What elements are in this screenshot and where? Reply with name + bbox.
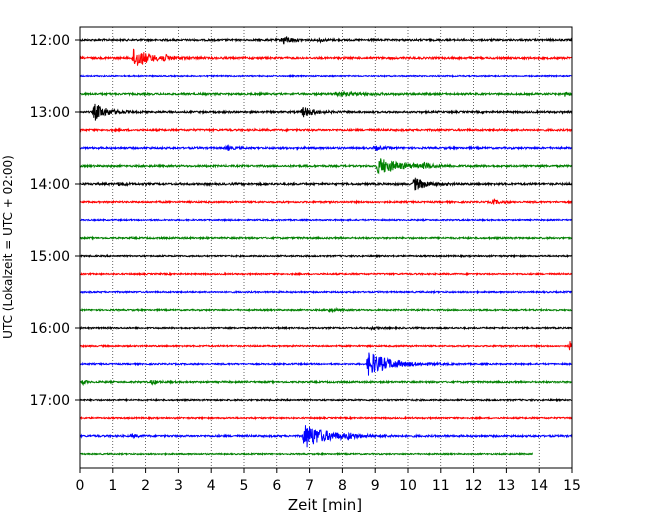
trace-1545 <box>79 306 573 314</box>
trace-1500 <box>80 253 573 259</box>
y-tick-label: 12:00 <box>30 33 70 49</box>
x-tick-label: 14 <box>530 478 548 494</box>
x-tick-label: 10 <box>399 478 417 494</box>
trace-1415 <box>79 197 573 205</box>
y-tick-label: 13:00 <box>30 105 70 121</box>
trace-1230 <box>79 74 573 79</box>
x-tick-label: 3 <box>174 478 183 494</box>
x-tick-label: 2 <box>141 478 150 494</box>
x-tick-label: 0 <box>76 478 85 494</box>
trace-1715 <box>79 415 573 421</box>
trace-1700 <box>79 397 573 403</box>
trace-1445 <box>79 235 573 241</box>
y-tick-label: 15:00 <box>30 249 70 265</box>
x-tick-label: 11 <box>432 478 450 494</box>
trace-1345 <box>79 158 573 175</box>
trace-1515 <box>79 271 573 277</box>
x-tick-label: 12 <box>465 478 483 494</box>
x-tick-label: 1 <box>108 478 117 494</box>
seismic-traces <box>79 36 573 457</box>
trace-1245 <box>79 90 573 98</box>
y-tick-label: 16:00 <box>30 321 70 337</box>
y-tick-label: 14:00 <box>30 177 70 193</box>
trace-1400 <box>79 177 573 191</box>
trace-1300 <box>79 103 573 121</box>
trace-1630 <box>79 352 573 376</box>
x-tick-label: 6 <box>272 478 281 494</box>
y-axis-label: UTC (Lokalzeit = UTC + 02:00) <box>1 155 15 339</box>
x-tick-label: 5 <box>240 478 249 494</box>
y-tick-label: 17:00 <box>30 393 70 409</box>
trace-1745 <box>79 451 534 457</box>
trace-1730 <box>79 425 573 448</box>
x-tick-label: 13 <box>497 478 515 494</box>
x-axis-label: Zeit [min] <box>288 496 362 514</box>
x-tick-label: 8 <box>338 478 347 494</box>
trace-1430 <box>79 217 573 223</box>
trace-1330 <box>79 144 573 152</box>
trace-1215 <box>79 48 573 66</box>
x-axis-ticks: 0 1 2 3 4 5 6 7 8 9 10 11 12 13 14 15 <box>76 468 581 494</box>
plot-frame <box>79 26 573 469</box>
trace-1615 <box>79 341 573 351</box>
trace-1645 <box>79 379 573 386</box>
trace-1200 <box>79 36 573 45</box>
trace-1530 <box>79 289 573 295</box>
x-tick-label: 9 <box>371 478 380 494</box>
y-axis-ticks: 12:00 13:00 14:00 15:00 16:00 17:00 <box>30 33 80 409</box>
x-tick-label: 4 <box>207 478 216 494</box>
trace-1315 <box>79 127 572 133</box>
trace-1600 <box>79 325 573 331</box>
x-tick-label: 15 <box>563 478 581 494</box>
x-tick-label: 7 <box>305 478 314 494</box>
